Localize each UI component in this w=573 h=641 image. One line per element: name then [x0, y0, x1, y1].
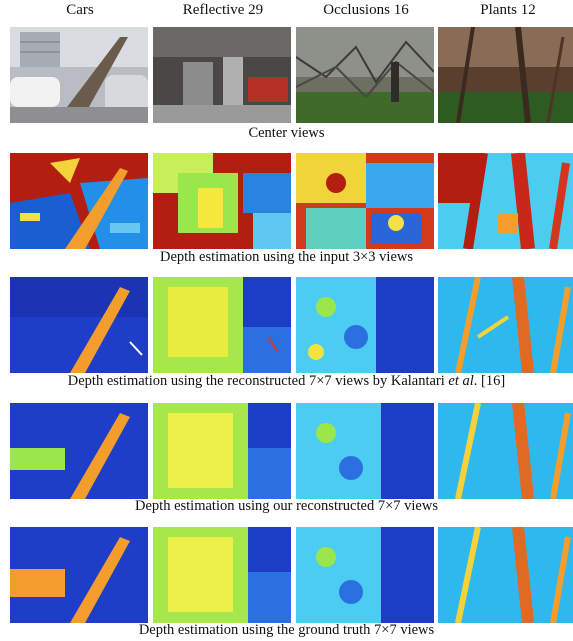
row-caption-depth-3x3: Depth estimation using the input 3×3 vie… — [159, 249, 414, 265]
depth-groundtruth-plants — [438, 527, 573, 623]
depth-kalantari-reflective — [153, 277, 291, 373]
column-title-occlusions: Occlusions 16 — [323, 2, 409, 18]
row-caption-depth-ours: Depth estimation using our reconstructed… — [135, 498, 438, 514]
depth-ours-reflective — [153, 403, 291, 499]
depth-ours-occlusions — [296, 403, 434, 499]
depth-ours-plants — [438, 403, 573, 499]
row-caption-depth-groundtruth: Depth estimation using the ground truth … — [138, 622, 435, 638]
column-title-plants: Plants 12 — [480, 2, 536, 18]
row-caption-center-views: Center views — [248, 125, 325, 141]
center-view-plants — [438, 27, 573, 123]
depth-3x3-plants — [438, 153, 573, 249]
depth-groundtruth-reflective — [153, 527, 291, 623]
center-view-occlusions — [296, 27, 434, 123]
column-title-cars: Cars — [66, 2, 94, 18]
row-caption-depth-kalantari: Depth estimation using the reconstructed… — [67, 373, 506, 389]
center-view-cars — [10, 27, 148, 123]
depth-groundtruth-occlusions — [296, 527, 434, 623]
center-view-reflective — [153, 27, 291, 123]
depth-3x3-reflective — [153, 153, 291, 249]
depth-kalantari-plants — [438, 277, 573, 373]
column-title-reflective: Reflective 29 — [182, 2, 264, 18]
depth-kalantari-cars — [10, 277, 148, 373]
depth-kalantari-occlusions — [296, 277, 434, 373]
depth-groundtruth-cars — [10, 527, 148, 623]
depth-ours-cars — [10, 403, 148, 499]
depth-3x3-occlusions — [296, 153, 434, 249]
depth-3x3-cars — [10, 153, 148, 249]
